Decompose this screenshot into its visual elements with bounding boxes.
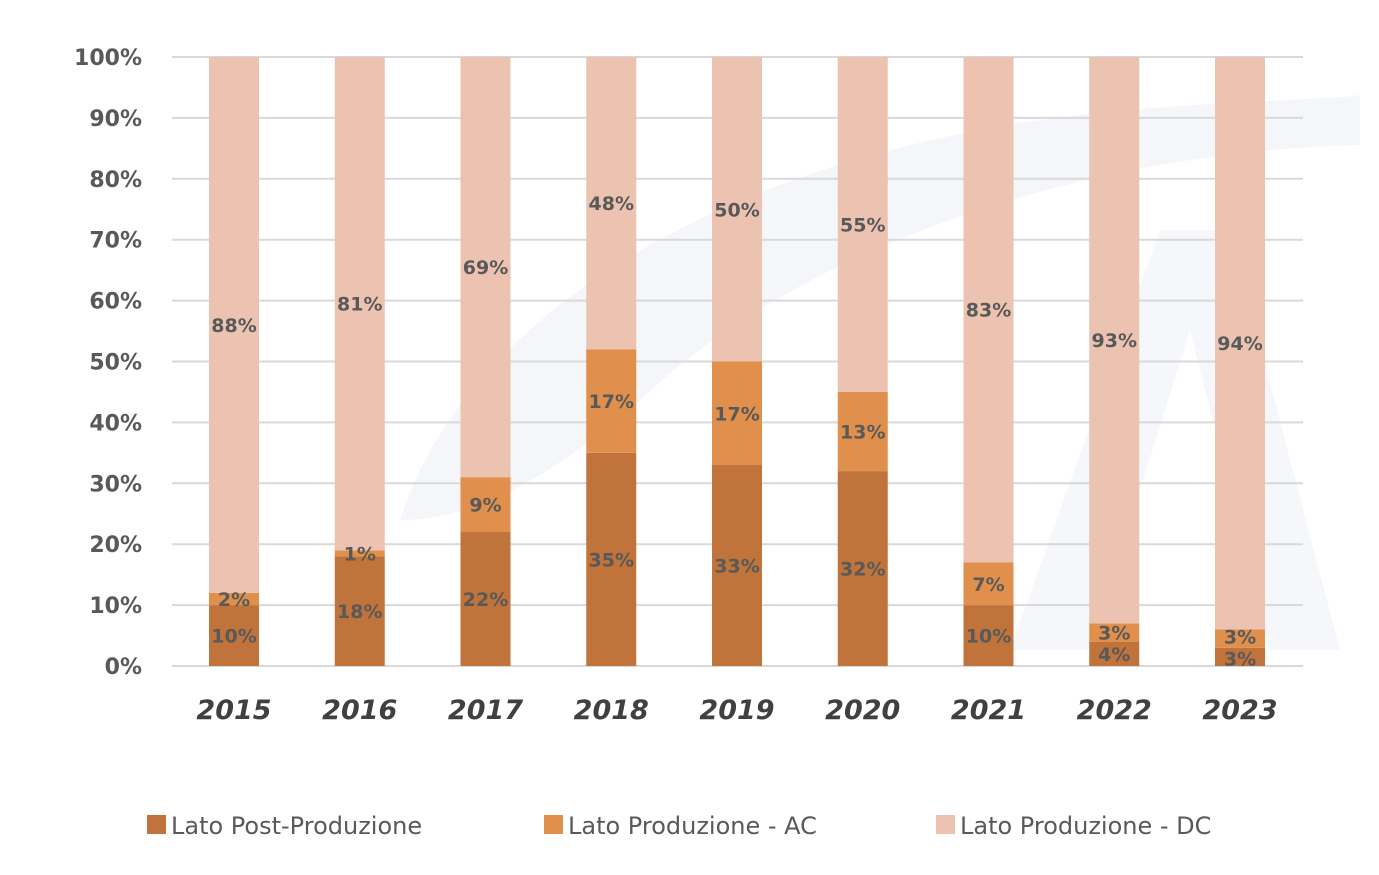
data-label: 50% [714, 199, 759, 221]
x-tick-label-2016: 2016 [322, 695, 397, 726]
data-label: 2% [218, 589, 250, 611]
y-tick-label: 50% [89, 351, 142, 376]
bar-lato-produzione-dc-2015 [209, 57, 259, 593]
y-tick-label: 100% [74, 46, 142, 71]
y-tick-label: 0% [105, 655, 142, 680]
y-tick-label: 30% [89, 472, 142, 497]
data-label: 69% [463, 257, 508, 279]
data-label: 18% [337, 601, 382, 623]
x-tick-label-2021: 2021 [951, 695, 1026, 726]
bar-lato-produzione-ac-2022 [1089, 623, 1140, 642]
bar-lato-produzione-dc-2021 [963, 57, 1014, 563]
bar-lato-produzione-dc-2019 [712, 57, 762, 362]
data-label: 22% [463, 589, 508, 611]
data-label: 4% [1098, 644, 1130, 666]
bar-lato-produzione-dc-2023 [1215, 57, 1265, 630]
data-label: 33% [714, 556, 759, 578]
x-tick-label-2020: 2020 [825, 695, 900, 726]
data-label: 1% [344, 543, 376, 565]
data-label: 55% [840, 214, 885, 236]
y-tick-label: 20% [89, 533, 142, 558]
bar-lato-produzione-ac-2015 [209, 592, 259, 606]
bar-lato-produzione-ac-2016 [334, 550, 385, 557]
data-label: 17% [589, 391, 634, 413]
bar-lato-produzione-dc-2020 [837, 57, 888, 392]
bar-lato-post-produzione-2020 [837, 471, 888, 666]
data-label: 48% [589, 193, 634, 215]
data-label: 17% [714, 403, 759, 425]
data-label: 93% [1092, 330, 1137, 352]
data-label: 3% [1224, 627, 1256, 649]
bar-lato-produzione-dc-2017 [460, 57, 511, 478]
legend-item-lato-produzione-dc: Lato Produzione - DC [936, 812, 1211, 840]
data-label: 7% [972, 574, 1004, 596]
data-label: 10% [211, 626, 256, 648]
bar-lato-produzione-ac-2020 [837, 391, 888, 472]
legend-item-lato-post-produzione: Lato Post-Produzione [147, 812, 422, 840]
data-label: 81% [337, 294, 382, 316]
bar-lato-produzione-ac-2021 [963, 562, 1014, 606]
bar-lato-produzione-dc-2016 [334, 57, 385, 551]
legend-swatch [147, 815, 166, 834]
bar-lato-post-produzione-2018 [586, 452, 637, 666]
bar-lato-post-produzione-2021 [963, 605, 1014, 666]
legend-label: Lato Post-Produzione [171, 812, 422, 840]
data-label: 13% [840, 422, 885, 444]
y-tick-label: 40% [89, 411, 142, 436]
data-label: 88% [211, 315, 256, 337]
legend-label: Lato Produzione - DC [960, 812, 1211, 840]
data-label: 94% [1217, 333, 1262, 355]
legend-swatch [544, 815, 563, 834]
y-tick-label: 90% [89, 107, 142, 132]
bar-lato-post-produzione-2015 [209, 605, 259, 666]
data-label: 32% [840, 559, 885, 581]
data-label: 35% [589, 549, 634, 571]
data-label: 10% [966, 626, 1011, 648]
x-tick-label-2023: 2023 [1202, 695, 1277, 726]
x-tick-label-2015: 2015 [196, 695, 271, 726]
bar-lato-post-produzione-2016 [334, 556, 385, 666]
x-tick-label-2022: 2022 [1077, 695, 1152, 726]
y-tick-label: 60% [89, 290, 142, 315]
bar-lato-produzione-ac-2023 [1215, 629, 1265, 648]
bar-lato-produzione-ac-2019 [712, 361, 762, 466]
data-label: 83% [966, 300, 1011, 322]
bar-lato-produzione-ac-2018 [586, 349, 637, 453]
bar-lato-post-produzione-2017 [460, 532, 511, 666]
x-tick-label-2019: 2019 [699, 695, 774, 726]
bar-lato-produzione-dc-2018 [586, 57, 637, 350]
bar-lato-produzione-dc-2022 [1089, 57, 1140, 624]
bar-lato-produzione-ac-2017 [460, 477, 511, 533]
legend-item-lato-produzione-ac: Lato Produzione - AC [544, 812, 817, 840]
y-tick-label: 80% [89, 168, 142, 193]
data-label: 3% [1098, 623, 1130, 645]
bar-lato-post-produzione-2023 [1215, 647, 1265, 666]
y-tick-label: 70% [89, 229, 142, 254]
data-label: 3% [1224, 649, 1256, 671]
legend-swatch [936, 815, 955, 834]
bar-lato-post-produzione-2022 [1089, 641, 1140, 666]
y-tick-label: 10% [89, 594, 142, 619]
data-label: 9% [469, 495, 501, 517]
x-tick-label-2017: 2017 [448, 695, 523, 726]
legend-label: Lato Produzione - AC [568, 812, 817, 840]
bar-lato-post-produzione-2019 [712, 465, 762, 666]
x-tick-label-2018: 2018 [574, 695, 649, 726]
